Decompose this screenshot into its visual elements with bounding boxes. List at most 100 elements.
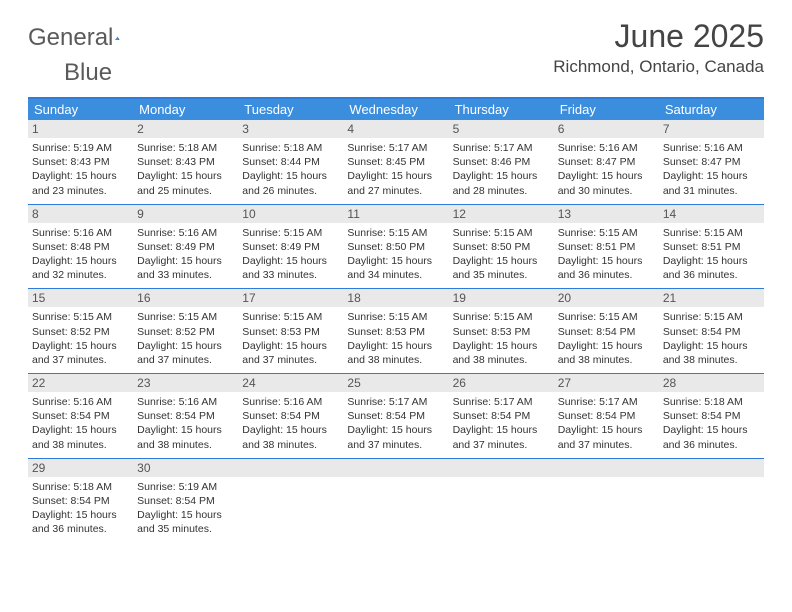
week-row: 29 Sunrise: 5:18 AMSunset: 8:54 PMDayligh… <box>28 459 764 543</box>
day-of-week-header: SundayMondayTuesdayWednesdayThursdayFrid… <box>28 99 764 120</box>
day-cell: 26 Sunrise: 5:17 AMSunset: 8:54 PMDayligh… <box>449 374 554 458</box>
day-body: Sunrise: 5:15 AMSunset: 8:51 PMDaylight:… <box>558 226 655 283</box>
day-number: 12 <box>449 205 554 223</box>
dow-cell: Sunday <box>28 99 133 120</box>
day-body: Sunrise: 5:16 AMSunset: 8:54 PMDaylight:… <box>137 395 234 452</box>
dow-cell: Friday <box>554 99 659 120</box>
dow-cell: Wednesday <box>343 99 448 120</box>
day-cell: 24Sunrise: 5:16 AMSunset: 8:54 PMDayligh… <box>238 374 343 458</box>
day-number: 28 <box>659 374 764 392</box>
day-number: 4 <box>343 120 448 138</box>
day-body: Sunrise: 5:15 AMSunset: 8:53 PMDaylight:… <box>347 310 444 367</box>
day-cell: 17 Sunrise: 5:15 AMSunset: 8:53 PMDayligh… <box>238 289 343 373</box>
day-number <box>554 459 659 477</box>
title-block: June 2025 Richmond, Ontario, Canada <box>553 18 764 77</box>
day-cell: 25 Sunrise: 5:17 AMSunset: 8:54 PMDayligh… <box>343 374 448 458</box>
day-number: 23 <box>133 374 238 392</box>
day-number: 8 <box>28 205 133 223</box>
day-body: Sunrise: 5:17 AMSunset: 8:54 PMDaylight:… <box>558 395 655 452</box>
day-number: 2 <box>133 120 238 138</box>
brand-word-2: Blue <box>64 59 112 87</box>
empty-day-cell <box>449 459 554 543</box>
day-cell: 30 Sunrise: 5:19 AMSunset: 8:54 PMDayligh… <box>133 459 238 543</box>
day-body: Sunrise: 5:19 AMSunset: 8:43 PMDaylight:… <box>32 141 129 198</box>
day-body: Sunrise: 5:16 AMSunset: 8:49 PMDaylight:… <box>137 226 234 283</box>
day-cell: 2 Sunrise: 5:18 AMSunset: 8:43 PMDaylight… <box>133 120 238 204</box>
day-number: 11 <box>343 205 448 223</box>
calendar-table: SundayMondayTuesdayWednesdayThursdayFrid… <box>28 97 764 542</box>
week-row: 22Sunrise: 5:16 AMSunset: 8:54 PMDayligh… <box>28 374 764 459</box>
day-number: 3 <box>238 120 343 138</box>
day-body: Sunrise: 5:15 AMSunset: 8:52 PMDaylight:… <box>137 310 234 367</box>
day-body: Sunrise: 5:15 AMSunset: 8:52 PMDaylight:… <box>32 310 129 367</box>
day-body: Sunrise: 5:15 AMSunset: 8:53 PMDaylight:… <box>242 310 339 367</box>
day-cell: 18 Sunrise: 5:15 AMSunset: 8:53 PMDayligh… <box>343 289 448 373</box>
day-number: 18 <box>343 289 448 307</box>
day-cell: 11 Sunrise: 5:15 AMSunset: 8:50 PMDayligh… <box>343 205 448 289</box>
day-body: Sunrise: 5:18 AMSunset: 8:54 PMDaylight:… <box>663 395 760 452</box>
day-body: Sunrise: 5:15 AMSunset: 8:54 PMDaylight:… <box>558 310 655 367</box>
day-body: Sunrise: 5:15 AMSunset: 8:50 PMDaylight:… <box>453 226 550 283</box>
day-cell: 29 Sunrise: 5:18 AMSunset: 8:54 PMDayligh… <box>28 459 133 543</box>
day-cell: 28 Sunrise: 5:18 AMSunset: 8:54 PMDayligh… <box>659 374 764 458</box>
day-body: Sunrise: 5:16 AMSunset: 8:48 PMDaylight:… <box>32 226 129 283</box>
day-body: Sunrise: 5:17 AMSunset: 8:54 PMDaylight:… <box>347 395 444 452</box>
empty-day-cell <box>554 459 659 543</box>
brand-logo: General <box>28 24 143 52</box>
month-title: June 2025 <box>553 18 764 55</box>
day-cell: 6Sunrise: 5:16 AMSunset: 8:47 PMDaylight… <box>554 120 659 204</box>
day-number: 30 <box>133 459 238 477</box>
day-number: 27 <box>554 374 659 392</box>
day-body: Sunrise: 5:18 AMSunset: 8:54 PMDaylight:… <box>32 480 129 537</box>
day-cell: 19 Sunrise: 5:15 AMSunset: 8:53 PMDayligh… <box>449 289 554 373</box>
brand-mark-icon <box>115 28 120 48</box>
day-cell: 9 Sunrise: 5:16 AMSunset: 8:49 PMDaylight… <box>133 205 238 289</box>
day-cell: 3 Sunrise: 5:18 AMSunset: 8:44 PMDaylight… <box>238 120 343 204</box>
day-number: 7 <box>659 120 764 138</box>
day-number: 26 <box>449 374 554 392</box>
day-body: Sunrise: 5:16 AMSunset: 8:54 PMDaylight:… <box>32 395 129 452</box>
day-number: 16 <box>133 289 238 307</box>
dow-cell: Monday <box>133 99 238 120</box>
day-number: 9 <box>133 205 238 223</box>
day-number: 21 <box>659 289 764 307</box>
day-body: Sunrise: 5:15 AMSunset: 8:50 PMDaylight:… <box>347 226 444 283</box>
day-body: Sunrise: 5:15 AMSunset: 8:53 PMDaylight:… <box>453 310 550 367</box>
day-body: Sunrise: 5:15 AMSunset: 8:51 PMDaylight:… <box>663 226 760 283</box>
day-body: Sunrise: 5:19 AMSunset: 8:54 PMDaylight:… <box>137 480 234 537</box>
day-number: 17 <box>238 289 343 307</box>
day-cell: 15 Sunrise: 5:15 AMSunset: 8:52 PMDayligh… <box>28 289 133 373</box>
day-body: Sunrise: 5:15 AMSunset: 8:54 PMDaylight:… <box>663 310 760 367</box>
brand-word-1: General <box>28 24 113 52</box>
day-cell: 13 Sunrise: 5:15 AMSunset: 8:51 PMDayligh… <box>554 205 659 289</box>
day-number: 24 <box>238 374 343 392</box>
day-number: 29 <box>28 459 133 477</box>
day-number: 13 <box>554 205 659 223</box>
empty-day-cell <box>238 459 343 543</box>
day-number <box>449 459 554 477</box>
day-body: Sunrise: 5:17 AMSunset: 8:46 PMDaylight:… <box>453 141 550 198</box>
day-number <box>238 459 343 477</box>
day-cell: 12 Sunrise: 5:15 AMSunset: 8:50 PMDayligh… <box>449 205 554 289</box>
weeks-container: 1Sunrise: 5:19 AMSunset: 8:43 PMDaylight… <box>28 120 764 542</box>
dow-cell: Saturday <box>659 99 764 120</box>
day-number: 5 <box>449 120 554 138</box>
day-cell: 20Sunrise: 5:15 AMSunset: 8:54 PMDayligh… <box>554 289 659 373</box>
day-body: Sunrise: 5:16 AMSunset: 8:47 PMDaylight:… <box>663 141 760 198</box>
day-number: 25 <box>343 374 448 392</box>
day-number: 15 <box>28 289 133 307</box>
day-number: 6 <box>554 120 659 138</box>
empty-day-cell <box>343 459 448 543</box>
empty-day-cell <box>659 459 764 543</box>
day-cell: 10Sunrise: 5:15 AMSunset: 8:49 PMDayligh… <box>238 205 343 289</box>
day-number: 14 <box>659 205 764 223</box>
day-cell: 22Sunrise: 5:16 AMSunset: 8:54 PMDayligh… <box>28 374 133 458</box>
day-body: Sunrise: 5:18 AMSunset: 8:44 PMDaylight:… <box>242 141 339 198</box>
day-cell: 21 Sunrise: 5:15 AMSunset: 8:54 PMDayligh… <box>659 289 764 373</box>
day-body: Sunrise: 5:18 AMSunset: 8:43 PMDaylight:… <box>137 141 234 198</box>
day-number: 19 <box>449 289 554 307</box>
day-cell: 4Sunrise: 5:17 AMSunset: 8:45 PMDaylight… <box>343 120 448 204</box>
day-cell: 7 Sunrise: 5:16 AMSunset: 8:47 PMDaylight… <box>659 120 764 204</box>
dow-cell: Thursday <box>449 99 554 120</box>
day-body: Sunrise: 5:17 AMSunset: 8:54 PMDaylight:… <box>453 395 550 452</box>
